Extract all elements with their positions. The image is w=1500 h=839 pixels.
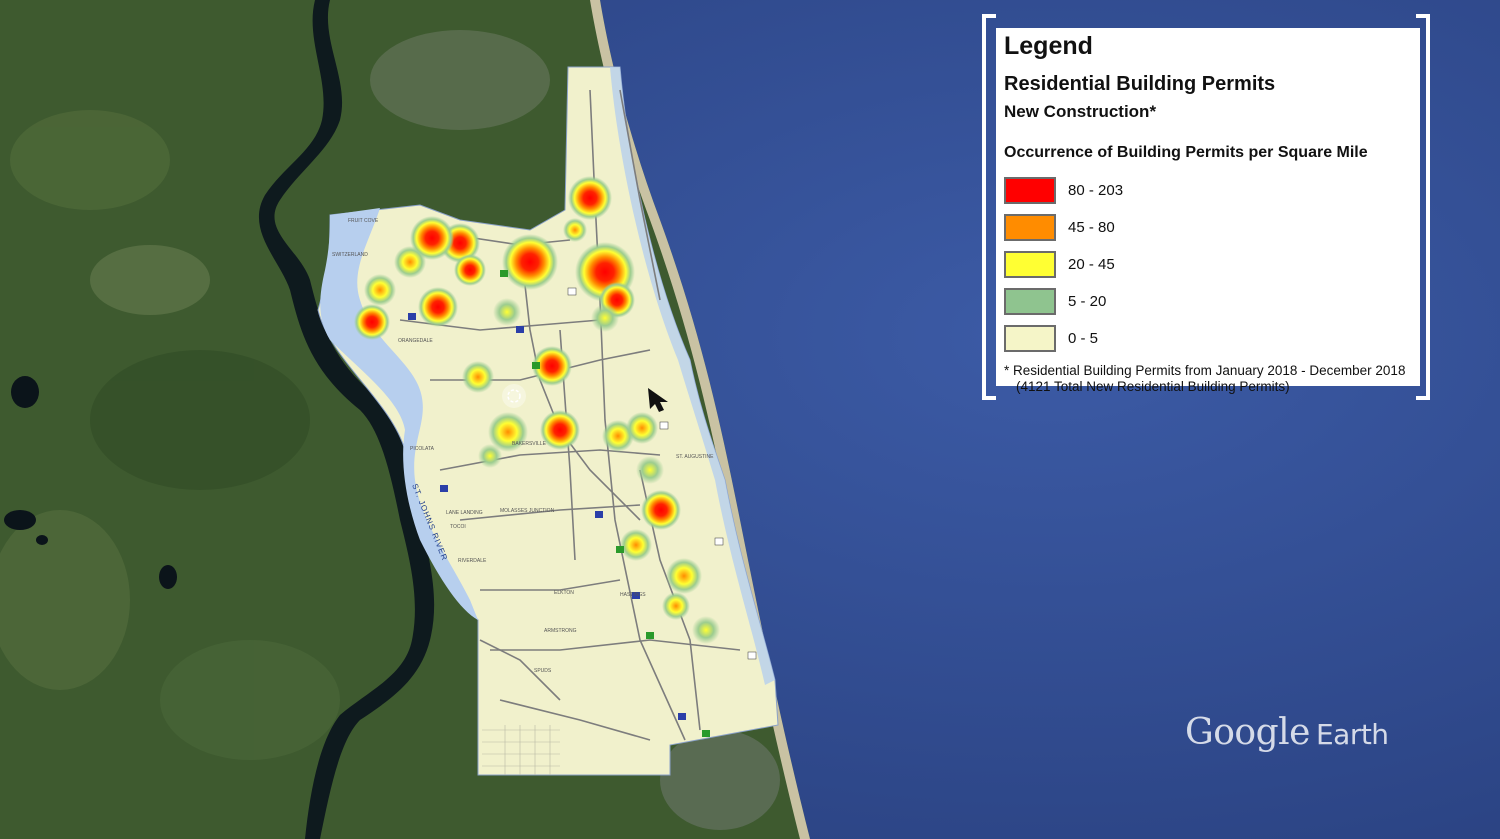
place-label: ELKTON xyxy=(554,590,574,596)
watermark-product: Earth xyxy=(1315,718,1389,751)
legend-subtitle-2: New Construction* xyxy=(1004,102,1157,121)
place-label: ST. AUGUSTINE xyxy=(676,454,714,460)
legend-title: Legend xyxy=(1004,32,1093,60)
legend-class-row: 45 - 80 xyxy=(1004,209,1420,246)
legend-class-label: 5 - 20 xyxy=(1068,293,1107,310)
heat-spots xyxy=(354,176,720,644)
land-texture xyxy=(0,30,780,830)
place-label: HASTINGS xyxy=(620,592,646,598)
place-label: RIVERDALE xyxy=(458,558,487,564)
place-label: ARMSTRONG xyxy=(544,628,577,634)
legend-swatch xyxy=(1004,214,1056,241)
place-label: SWITZERLAND xyxy=(332,252,368,258)
pointer-arrow-icon xyxy=(648,388,668,412)
street-grid xyxy=(482,725,560,775)
lakes xyxy=(4,376,177,589)
legend-swatch xyxy=(1004,251,1056,278)
place-labels: SWITZERLAND FRUIT COVE ORANGEDALE PICOLA… xyxy=(332,218,714,674)
legend-subtitle: Residential Building Permits xyxy=(1004,73,1276,95)
legend-swatch xyxy=(1004,325,1056,352)
place-label: TOCOI xyxy=(450,524,466,530)
place-label: PICOLATA xyxy=(410,446,435,452)
google-earth-watermark: Google Earth xyxy=(1185,712,1389,753)
place-label: BAKERSVILLE xyxy=(512,441,547,447)
watermark-brand: Google xyxy=(1185,712,1310,753)
legend-class-label: 20 - 45 xyxy=(1068,256,1115,273)
legend-class-row: 20 - 45 xyxy=(1004,246,1420,283)
place-label: ORANGEDALE xyxy=(398,338,433,344)
legend-note: * Residential Building Permits from Janu… xyxy=(1004,363,1406,378)
legend-frame-right xyxy=(1416,14,1430,400)
place-label: SPUDS xyxy=(534,668,552,674)
legend-swatch xyxy=(1004,288,1056,315)
place-label: MOLASSES JUNCTION xyxy=(500,508,555,514)
place-label: LANE LANDING xyxy=(446,510,483,516)
legend-frame-left xyxy=(982,14,996,400)
intracoastal xyxy=(610,67,775,685)
legend-class-label: 45 - 80 xyxy=(1068,219,1115,236)
legend-class-row: 0 - 5 xyxy=(1004,320,1420,357)
legend-class-row: 5 - 20 xyxy=(1004,283,1420,320)
legend-class-row: 80 - 203 xyxy=(1004,172,1420,209)
legend-panel: Legend Residential Building Permits New … xyxy=(996,28,1420,394)
legend-class-label: 0 - 5 xyxy=(1068,330,1099,347)
place-label: FRUIT COVE xyxy=(348,218,379,224)
highway-shields xyxy=(408,270,757,737)
legend-note-total: (4121 Total New Residential Building Per… xyxy=(1016,379,1290,394)
legend-swatch xyxy=(1004,177,1056,204)
cursor-target-icon xyxy=(502,384,526,408)
legend-heading: Occurrence of Building Permits per Squar… xyxy=(1004,144,1368,161)
legend-class-label: 80 - 203 xyxy=(1068,182,1124,199)
